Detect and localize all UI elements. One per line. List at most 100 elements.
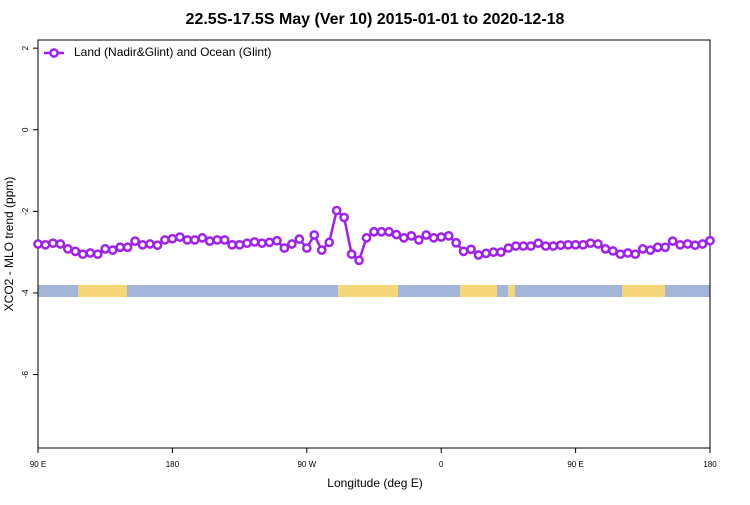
data-point [160,235,170,245]
data-point [690,240,700,251]
data-point [294,234,305,244]
data-point [287,239,297,249]
data-point [697,239,708,249]
data-point [682,239,693,249]
data-point [705,235,715,246]
data-point [443,230,454,241]
data-point [85,248,96,258]
data-point [458,246,469,257]
data-point [481,248,491,259]
data-point [660,242,671,253]
data-point [436,232,447,242]
data-point [92,249,103,260]
data-point [548,241,559,251]
data-point [369,226,379,237]
data-point [309,230,320,240]
data-point [391,229,402,240]
legend-marker [49,48,59,58]
data-point [667,236,678,246]
y-tick-label: -4 [21,289,30,297]
data-point [130,236,140,246]
data-point [623,248,633,258]
data-point [115,242,125,253]
data-point [100,244,111,254]
data-point [488,247,499,258]
data-point [346,249,357,260]
data-point [152,240,163,251]
data-point [578,239,588,250]
data-point [555,240,566,251]
surface-band [38,285,710,297]
data-point [264,237,275,248]
data-point [615,249,626,260]
data-point [197,233,208,243]
x-tick-label: 0 [439,460,444,469]
data-point [518,241,529,251]
data-point [503,243,514,253]
data-point [600,244,611,254]
chart-title: 22.5S-17.5S May (Ver 10) 2015-01-01 to 2… [186,11,565,28]
land-segment [508,285,515,297]
data-point [189,235,200,245]
data-point [77,249,88,260]
data-point [570,239,581,250]
data-point [466,244,476,255]
data-point [234,239,245,250]
data-point [219,235,230,245]
data-point [399,233,409,243]
data-point [212,235,223,245]
data-point [637,244,648,254]
x-tick-label: 90 E [30,460,46,469]
data-point [361,233,372,243]
data-point [122,242,133,253]
data-point [585,238,596,249]
data-point [175,232,185,242]
data-point [496,247,506,258]
data-point [257,238,267,249]
data-point [413,235,424,245]
data-point [107,245,118,255]
y-tick-label: -6 [21,370,30,378]
y-tick-label: -2 [21,207,30,215]
data-point [167,233,178,244]
data-point [40,239,51,250]
x-tick-label: 180 [166,460,180,469]
data-point [406,230,417,241]
legend-label: Land (Nadir&Glint) and Ocean (Glint) [74,45,271,59]
data-point [652,242,663,253]
data-point [137,239,148,250]
data-point [55,239,66,249]
land-segment [338,285,398,297]
data-point [182,235,193,245]
y-tick-label: 2 [21,45,30,50]
data-point [145,239,155,249]
y-tick-label: 0 [21,127,30,132]
land-segment [78,285,127,297]
data-point [540,241,551,251]
data-point [48,238,58,249]
data-point [511,241,521,251]
data-point [675,239,685,250]
land-segment [622,285,665,297]
data-point [421,230,432,240]
land-segment [460,285,497,297]
data-point [451,237,461,248]
data-point [645,245,656,255]
data-point [227,239,237,250]
x-axis-label: Longitude (deg E) [327,476,422,490]
data-point [204,236,215,246]
data-point [608,246,618,256]
data-point [376,226,387,237]
x-tick-label: 180 [703,460,717,469]
data-point [525,241,536,251]
data-point [249,237,260,247]
data-point [279,243,290,253]
data-point [242,238,252,249]
data-point [384,226,394,237]
data-point [339,212,349,223]
data-point [272,235,282,246]
data-point [428,233,439,243]
data-point [63,244,73,254]
data-point [316,245,327,255]
